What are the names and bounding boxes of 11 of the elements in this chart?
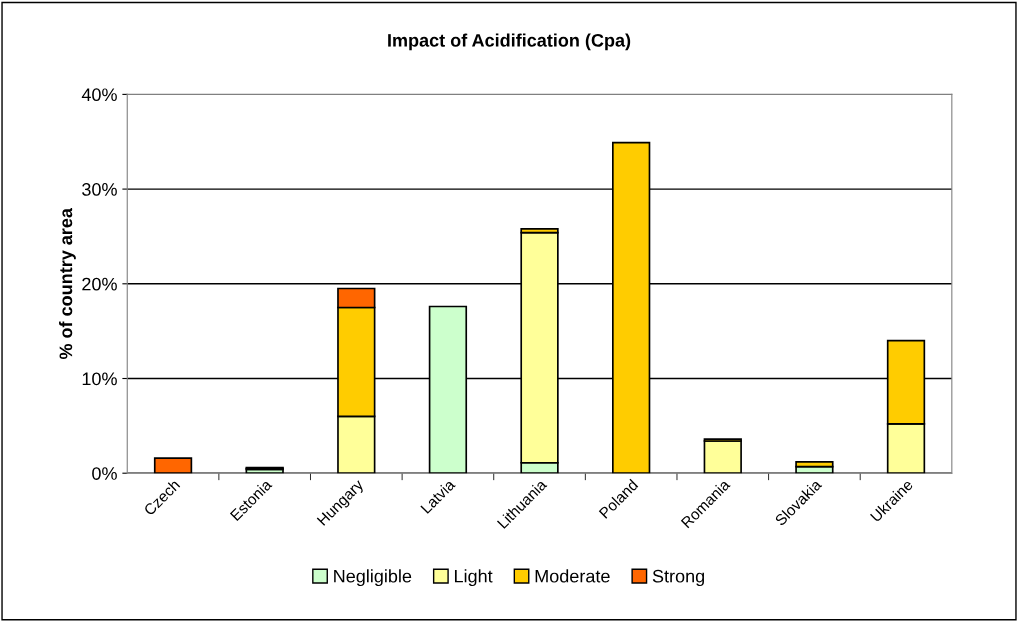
y-tick-label: 10% — [82, 372, 117, 386]
legend-label: Moderate — [535, 569, 610, 583]
y-tick-label: 30% — [82, 183, 117, 196]
chart-title: Impact of Acidification (Cpa) — [388, 33, 631, 51]
legend-label: Light — [454, 569, 493, 587]
y-tick-label: 40% — [81, 88, 117, 102]
legend-label: Strong — [652, 569, 705, 587]
y-axis-title: % of country area — [59, 207, 76, 360]
y-tick-label: 20% — [82, 277, 117, 291]
legend-label: Negligible — [334, 569, 412, 587]
y-tick-label: 0% — [92, 467, 117, 480]
